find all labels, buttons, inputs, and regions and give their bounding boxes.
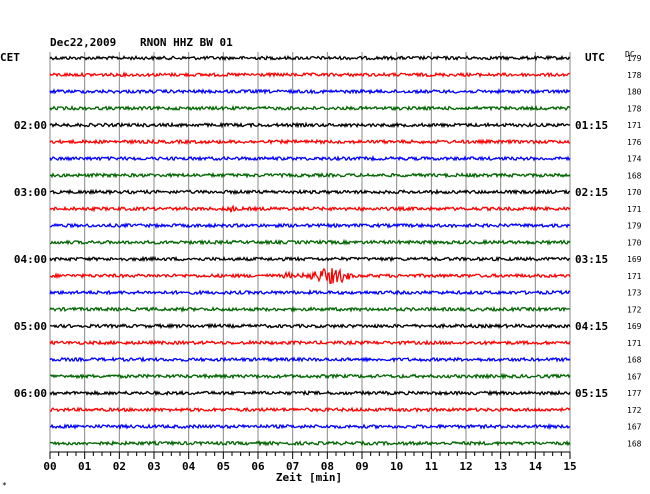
dc-offset-label: 171 [627, 121, 642, 130]
trace-row-0 [49, 54, 571, 62]
dc-offset-labels: 179 178 180 178 171 176 174 168 170 171 179 170 169 1… [627, 54, 642, 448]
trace-row-8 [49, 188, 571, 196]
trace-row-15 [49, 305, 571, 313]
x-tick-label: 01 [78, 460, 92, 473]
trace-row-11 [49, 238, 571, 246]
x-tick-label: 06 [251, 460, 265, 473]
dc-offset-label: 167 [627, 372, 642, 381]
x-tick-label: 05 [217, 460, 230, 473]
right-hour-label: 02:15 [575, 186, 608, 199]
dc-offset-label: 177 [627, 389, 642, 398]
x-tick-label: 08 [321, 460, 334, 473]
trace-row-16 [49, 322, 571, 330]
trace-row-4 [49, 121, 571, 129]
dc-offset-label: 178 [627, 71, 642, 80]
x-axis: 00 01 02 03 04 05 06 07 08 09 10 11 12 13 14 15 [43, 451, 577, 473]
dc-offset-label: 176 [627, 138, 642, 147]
right-hour-labels: 01:15 02:15 03:15 04:15 05:15 [575, 119, 608, 400]
trace-row-7 [49, 171, 571, 179]
right-hour-label: 03:15 [575, 253, 608, 266]
x-tick-label: 00 [43, 460, 56, 473]
dc-offset-label: 172 [627, 305, 642, 314]
dc-offset-label: 171 [627, 339, 642, 348]
trace-row-21 [49, 406, 571, 414]
left-timezone-label: CET [0, 51, 20, 64]
dc-offset-label: 179 [627, 54, 642, 63]
trace-row-1 [49, 71, 571, 79]
chart-date: Dec22,2009 [50, 36, 116, 49]
dc-offset-label: 168 [627, 171, 642, 180]
trace-row-3 [49, 104, 571, 112]
chart-station: RNON HHZ BW 01 [140, 36, 233, 49]
dc-offset-label: 170 [627, 188, 642, 197]
right-hour-label: 01:15 [575, 119, 608, 132]
left-hour-label: 02:00 [14, 119, 47, 132]
x-tick-label: 15 [563, 460, 576, 473]
trace-row-13 [49, 267, 571, 284]
x-tick-label: 12 [459, 460, 472, 473]
dc-offset-label: 168 [627, 356, 642, 365]
dc-offset-label: 170 [627, 238, 642, 247]
left-hour-label: 03:00 [14, 186, 47, 199]
trace-row-14 [49, 288, 571, 296]
trace-row-20 [49, 389, 571, 397]
dc-offset-label: 174 [627, 155, 642, 164]
x-axis-title: Zeit [min] [276, 471, 342, 484]
trace-row-17 [49, 339, 571, 347]
grid-lines [49, 52, 571, 452]
dc-offset-label: 178 [627, 104, 642, 113]
left-hour-label: 06:00 [14, 387, 47, 400]
dc-offset-label: 173 [627, 289, 642, 298]
x-tick-label: 02 [113, 460, 126, 473]
dc-offset-label: 172 [627, 406, 642, 415]
trace-row-18 [49, 355, 571, 364]
trace-row-10 [49, 222, 571, 229]
dc-offset-label: 168 [627, 439, 642, 448]
dc-header-label: DC [625, 50, 635, 59]
left-hour-label: 05:00 [14, 320, 47, 333]
trace-row-2 [49, 88, 571, 95]
right-hour-label: 05:15 [575, 387, 608, 400]
trace-row-12 [49, 255, 571, 263]
dc-offset-label: 169 [627, 255, 642, 264]
x-tick-label: 14 [529, 460, 543, 473]
trace-row-9 [49, 204, 571, 213]
x-tick-label: 07 [286, 460, 299, 473]
dc-offset-label: 169 [627, 322, 642, 331]
x-tick-label: 09 [355, 460, 368, 473]
trace-row-22 [49, 422, 571, 431]
dc-offset-label: 167 [627, 423, 642, 432]
trace-group [49, 54, 571, 447]
trace-row-6 [49, 155, 571, 162]
trace-row-5 [49, 138, 571, 146]
trace-row-19 [49, 372, 571, 380]
x-tick-label: 10 [390, 460, 403, 473]
trace-row-23 [49, 439, 571, 447]
dc-offset-label: 171 [627, 205, 642, 214]
dc-offset-label: 171 [627, 272, 642, 281]
right-timezone-label: UTC [585, 51, 605, 64]
dc-offset-label: 180 [627, 88, 642, 97]
left-hour-labels: 02:00 03:00 04:00 05:00 06:00 [14, 119, 47, 400]
dc-offset-label: 179 [627, 222, 642, 231]
x-tick-label: 04 [182, 460, 196, 473]
x-tick-label: 11 [425, 460, 439, 473]
left-hour-label: 04:00 [14, 253, 47, 266]
corner-mark: * [2, 481, 7, 490]
x-tick-label: 13 [494, 460, 507, 473]
right-hour-label: 04:15 [575, 320, 608, 333]
x-tick-label: 03 [147, 460, 160, 473]
